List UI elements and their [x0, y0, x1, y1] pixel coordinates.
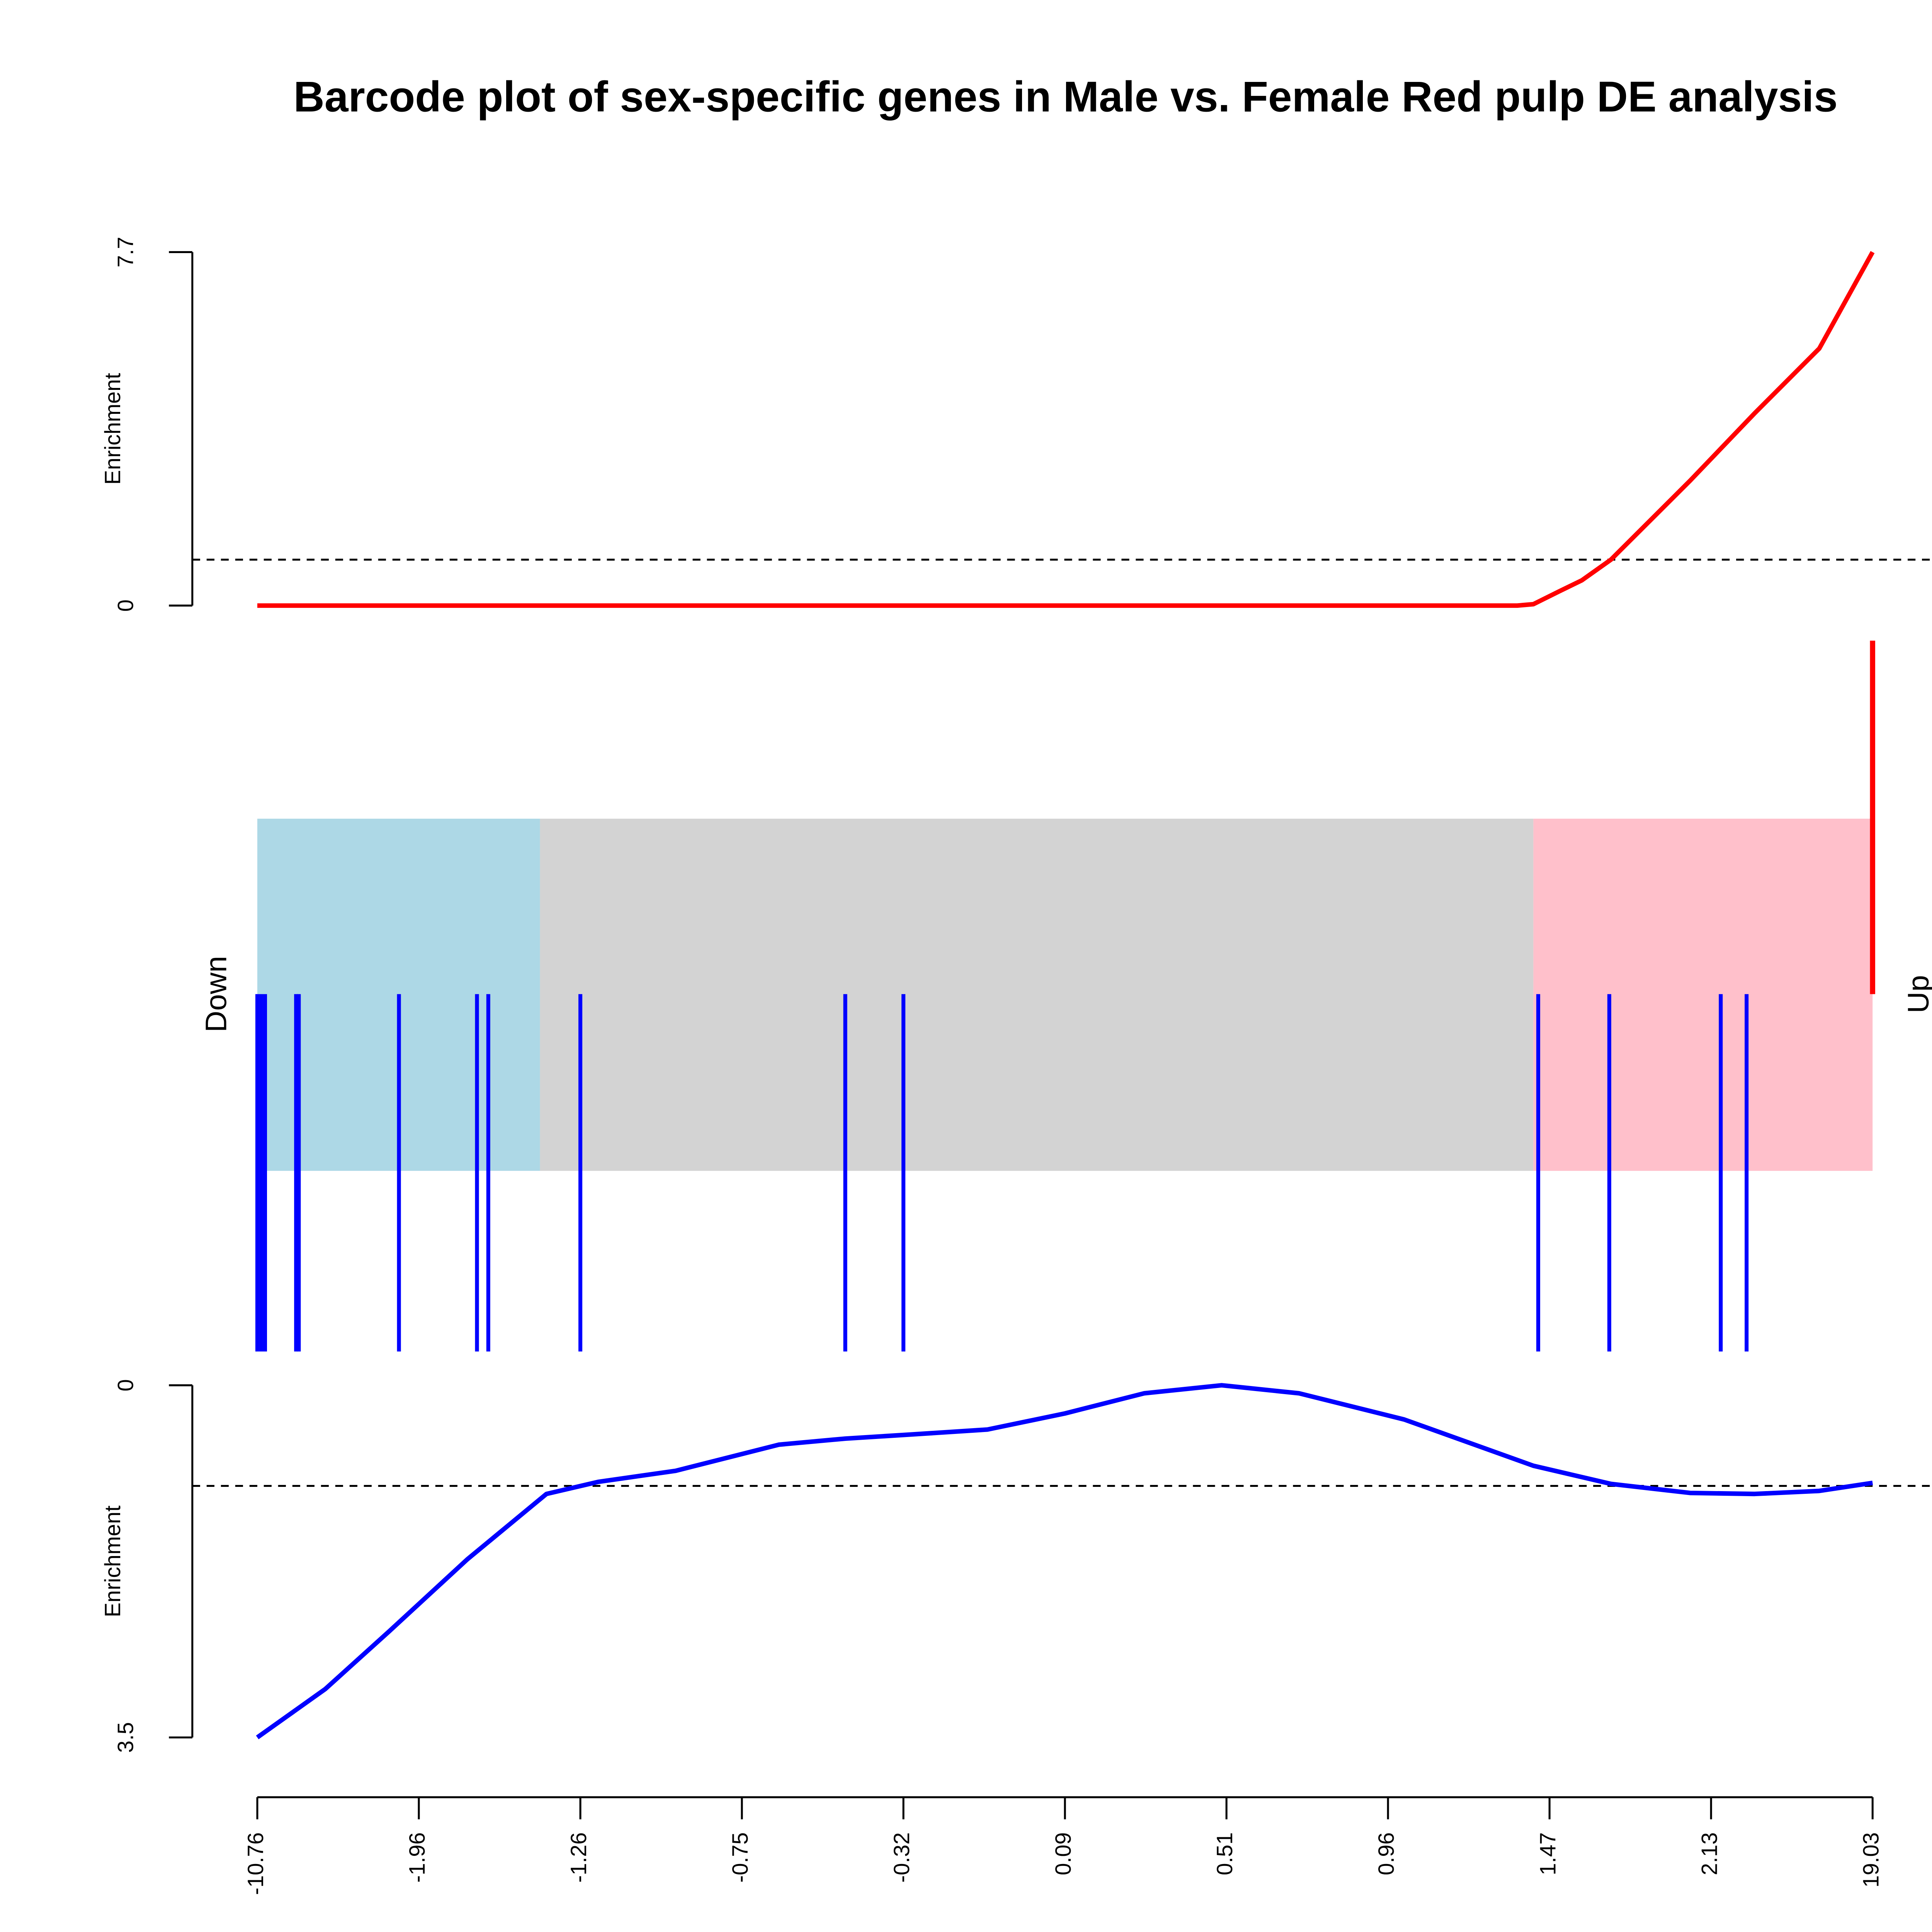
x-tick-label: -0.75 — [728, 1832, 753, 1883]
region — [540, 818, 1534, 1171]
y-tick-label: 7.7 — [114, 237, 138, 267]
y-axis-label: Enrichment — [100, 373, 125, 485]
y-tick-label: 0 — [114, 1379, 138, 1391]
y-tick-label: 3.5 — [114, 1722, 138, 1753]
enrichment-line — [257, 251, 1875, 608]
chart-title: Barcode plot of sex-specific genes in Ma… — [294, 73, 1838, 121]
x-tick-label: -1.26 — [566, 1832, 591, 1883]
y-axis-label: Enrichment — [100, 1505, 125, 1617]
x-tick-label: -0.32 — [889, 1832, 914, 1883]
x-tick-label: 0.51 — [1213, 1832, 1237, 1875]
down-label: Down — [199, 956, 233, 1032]
x-tick-label: 19.03 — [1859, 1832, 1883, 1888]
x-tick-label: 0.96 — [1374, 1832, 1399, 1875]
up-label: Up — [1902, 975, 1932, 1013]
x-tick-label: 0.09 — [1051, 1832, 1076, 1875]
x-tick-label: -1.96 — [405, 1832, 430, 1883]
y-tick-label: 0 — [114, 599, 138, 612]
x-tick-label: 1.47 — [1536, 1832, 1560, 1875]
enrichment-line — [256, 1383, 1873, 1740]
x-tick-label: 2.13 — [1697, 1832, 1722, 1875]
x-tick-label: -10.76 — [243, 1832, 268, 1895]
region — [1533, 818, 1873, 1171]
